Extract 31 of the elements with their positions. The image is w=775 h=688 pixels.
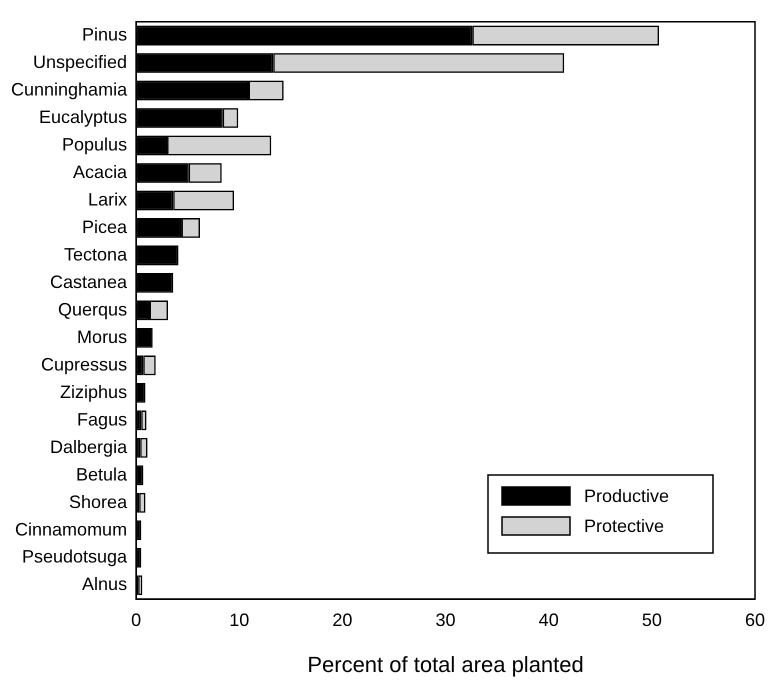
y-tick-label: Fagus <box>77 409 128 430</box>
y-tick-label: Cinnamomum <box>15 519 128 540</box>
x-tick-label: 20 <box>332 610 352 630</box>
x-tick-label: 30 <box>436 610 456 630</box>
y-tick-label: Tectona <box>64 244 128 264</box>
x-tick-label: 40 <box>538 610 559 630</box>
y-tick-label: Morus <box>77 326 128 347</box>
y-tick-label: Cunninghamia <box>11 79 128 100</box>
y-tick-label: Larix <box>88 189 128 210</box>
x-tick-label: 10 <box>229 610 250 630</box>
y-tick-label: Castanea <box>50 272 128 292</box>
y-tick-label: Alnus <box>82 574 128 594</box>
legend-label: Protective <box>584 516 664 536</box>
y-tick-label: Pseudotsuga <box>22 546 128 567</box>
y-tick-label: Shorea <box>69 492 128 512</box>
y-tick-label: Pinus <box>82 24 128 45</box>
x-tick-label: 0 <box>131 610 142 630</box>
y-tick-label: Populus <box>62 134 128 154</box>
y-tick-label: Unspecified <box>33 52 128 72</box>
y-tick-label: Acacia <box>73 162 128 182</box>
x-tick-label: 60 <box>744 610 766 630</box>
y-tick-label: Picea <box>82 216 128 237</box>
x-tick-label: 50 <box>642 610 662 630</box>
y-tick-label: Cupressus <box>41 354 128 374</box>
y-tick-label: Dalbergia <box>50 436 128 457</box>
x-axis-title: Percent of total area planted <box>307 652 584 677</box>
y-tick-label: Eucalyptus <box>39 106 128 127</box>
y-tick-label: Ziziphus <box>60 382 128 402</box>
y-tick-label: Querqus <box>58 299 128 320</box>
legend-label: Productive <box>584 486 670 506</box>
y-tick-label: Betula <box>76 464 128 484</box>
